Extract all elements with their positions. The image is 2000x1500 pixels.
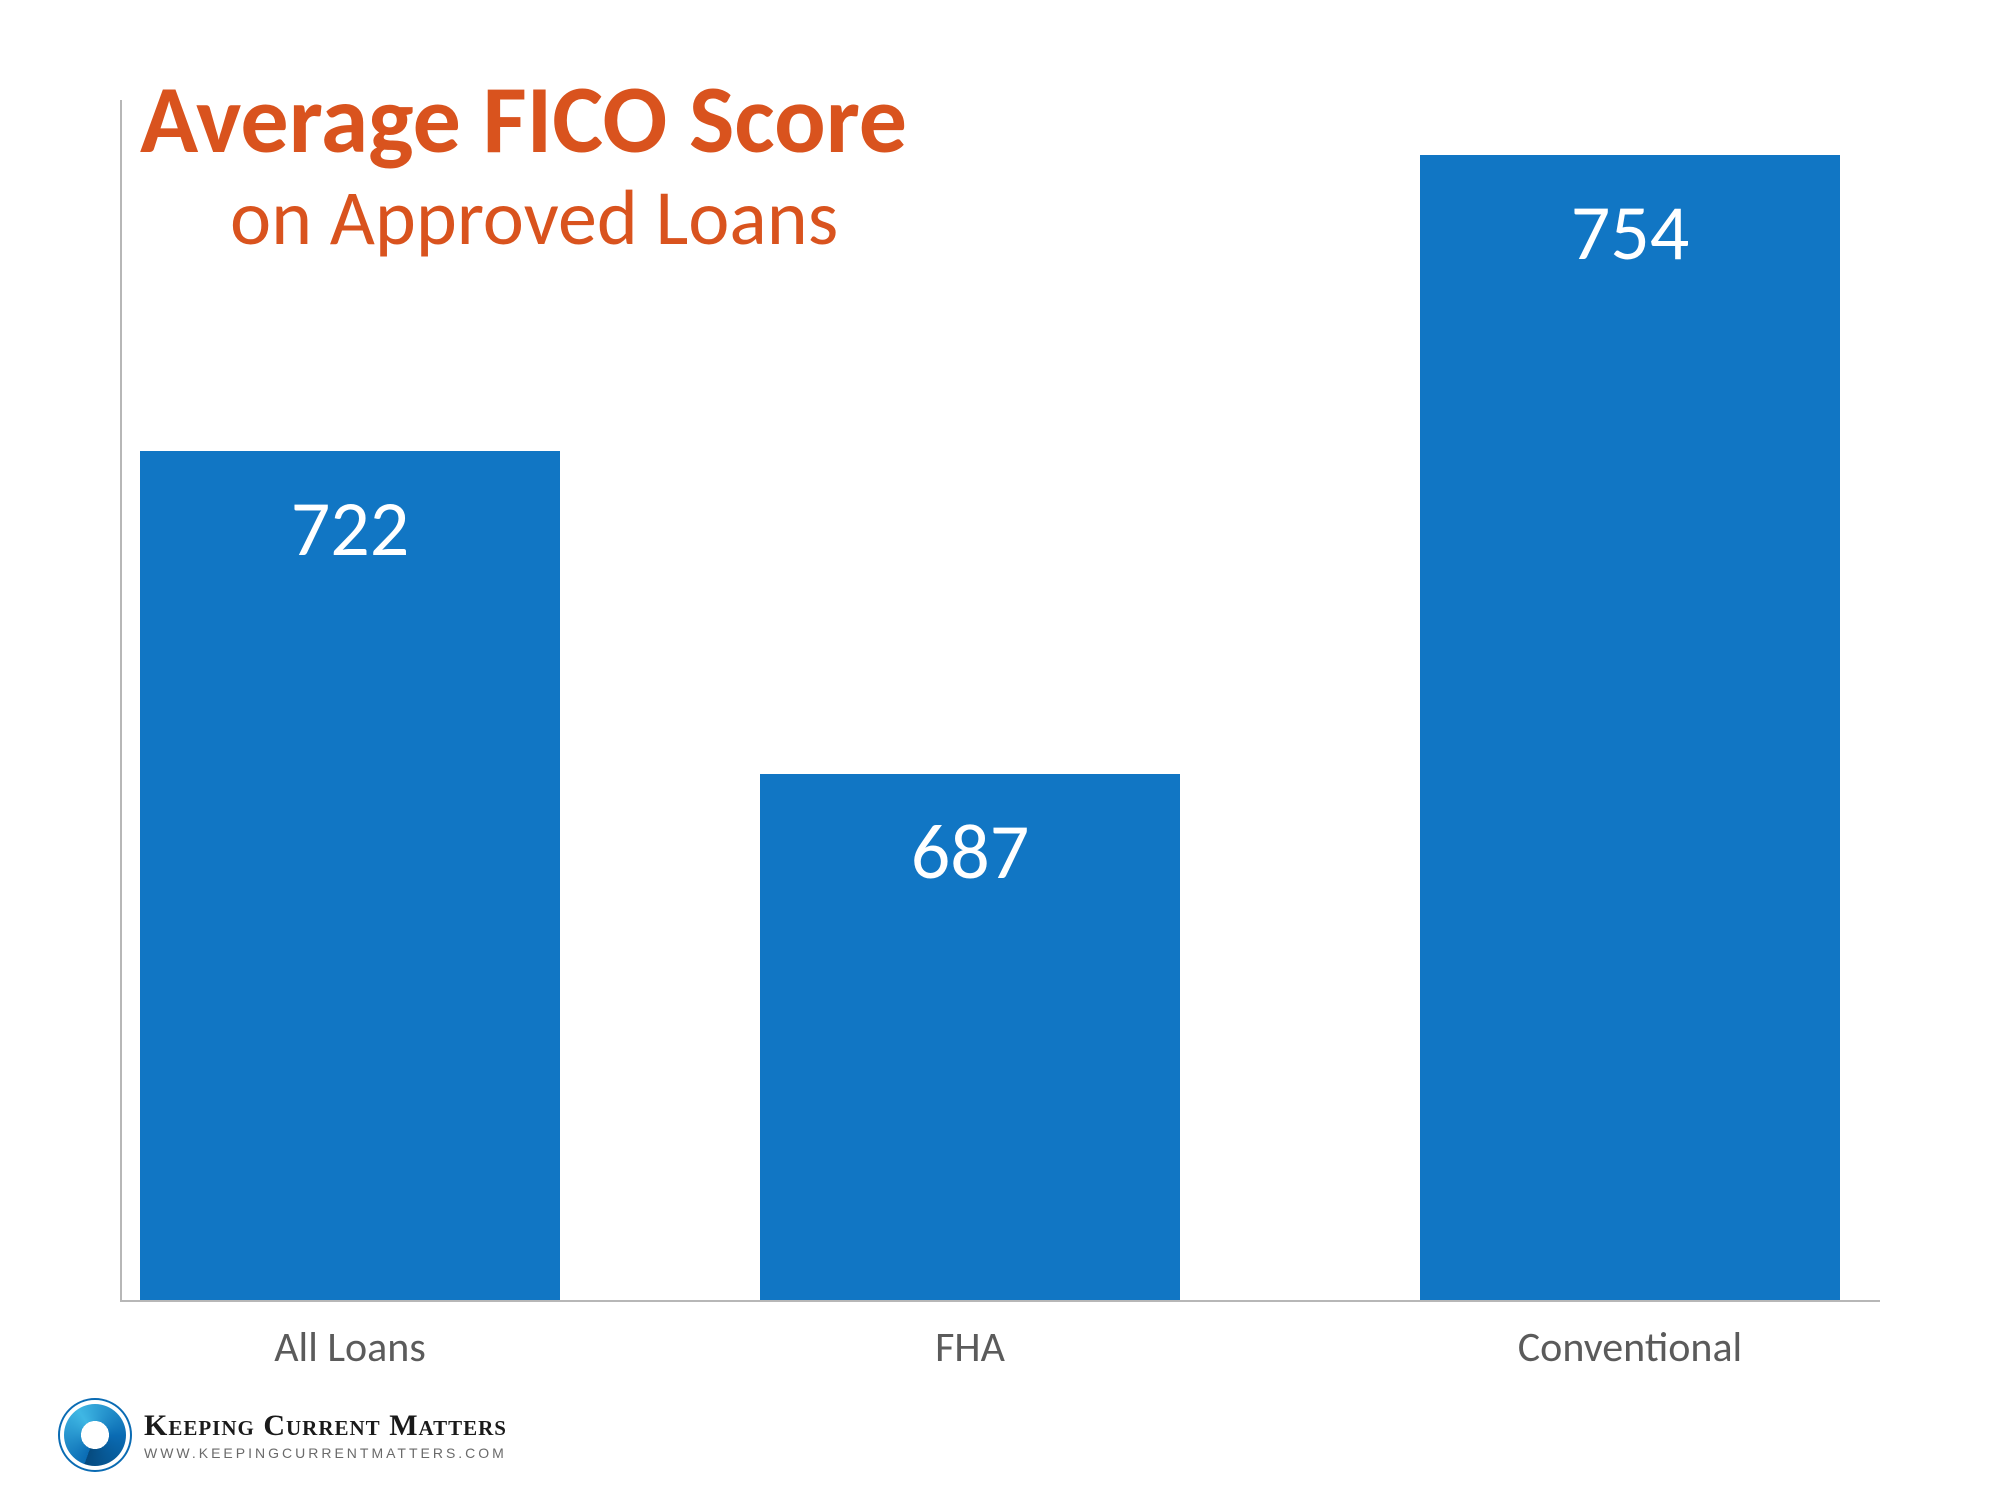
brand-url: WWW.KEEPINGCURRENTMATTERS.COM xyxy=(144,1445,507,1461)
category-label: Conventional xyxy=(1420,1322,1840,1373)
bar-value-label: 722 xyxy=(140,481,560,576)
x-axis-line xyxy=(120,1300,1880,1302)
y-axis-line xyxy=(120,100,122,1300)
footer-logo: Keeping Current Matters WWW.KEEPINGCURRE… xyxy=(60,1400,507,1470)
category-label: FHA xyxy=(760,1322,1180,1373)
category-label: All Loans xyxy=(140,1322,560,1373)
swirl-icon xyxy=(60,1400,130,1470)
bar-value-label: 754 xyxy=(1420,185,1840,280)
bar: 722 xyxy=(140,451,560,1300)
bar-value-label: 687 xyxy=(760,804,1180,899)
bar-chart: 722 687 754 xyxy=(120,100,1880,1300)
logo-text: Keeping Current Matters WWW.KEEPINGCURRE… xyxy=(144,1409,507,1461)
brand-name: Keeping Current Matters xyxy=(144,1409,507,1443)
bar: 754 xyxy=(1420,155,1840,1300)
bar: 687 xyxy=(760,774,1180,1300)
